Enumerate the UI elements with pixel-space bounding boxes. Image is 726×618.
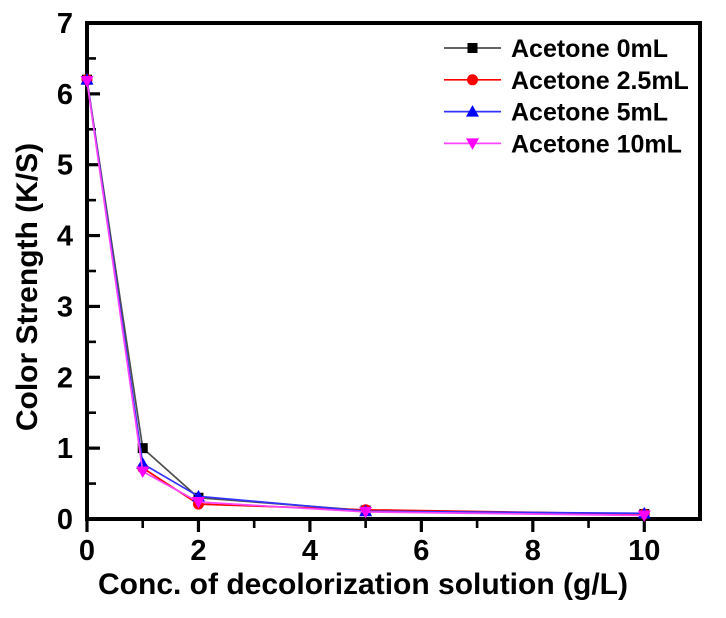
legend-marker-square bbox=[467, 43, 478, 53]
legend-entry-2: Acetone 5mL bbox=[444, 99, 668, 127]
y-tick-label: 2 bbox=[57, 362, 73, 394]
series-3-marker bbox=[359, 506, 373, 519]
legend-marker-triangle-down bbox=[466, 138, 479, 150]
y-tick-label: 4 bbox=[57, 221, 73, 253]
y-tick-label: 5 bbox=[57, 150, 73, 182]
legend-entry-0: Acetone 0mL bbox=[444, 35, 668, 63]
legend-entry-3: Acetone 10mL bbox=[444, 130, 682, 158]
y-axis-title: Color Strength (K/S) bbox=[11, 142, 44, 432]
y-tick-label: 6 bbox=[57, 79, 73, 111]
legend-label: Acetone 5mL bbox=[511, 99, 668, 127]
y-tick-label: 3 bbox=[57, 291, 73, 323]
x-tick-label: 8 bbox=[525, 535, 541, 567]
legend-label: Acetone 0mL bbox=[511, 35, 668, 63]
series-3-marker bbox=[191, 496, 205, 509]
legend-marker-circle bbox=[467, 74, 478, 86]
x-tick-label: 0 bbox=[79, 535, 95, 567]
x-tick-label: 2 bbox=[190, 535, 206, 567]
x-tick-label: 10 bbox=[628, 535, 660, 567]
y-tick-label: 7 bbox=[57, 8, 73, 40]
axis-frame bbox=[85, 21, 702, 521]
legend-marker-triangle-up bbox=[466, 105, 479, 117]
series-2-marker bbox=[136, 457, 150, 469]
legend-label: Acetone 10mL bbox=[511, 130, 682, 158]
series-3-marker bbox=[637, 510, 651, 522]
legend-label: Acetone 2.5mL bbox=[511, 67, 689, 95]
x-tick-label: 4 bbox=[302, 535, 318, 567]
series-3-marker bbox=[80, 76, 94, 88]
series-3-marker bbox=[136, 466, 150, 479]
x-axis-title: Conc. of decolorization solution (g/L) bbox=[98, 568, 628, 601]
y-tick-label: 1 bbox=[57, 433, 73, 465]
legend-entry-1: Acetone 2.5mL bbox=[444, 67, 689, 95]
y-tick-label: 0 bbox=[57, 504, 73, 536]
series-0-marker bbox=[137, 443, 148, 454]
x-tick-label: 6 bbox=[413, 535, 429, 567]
